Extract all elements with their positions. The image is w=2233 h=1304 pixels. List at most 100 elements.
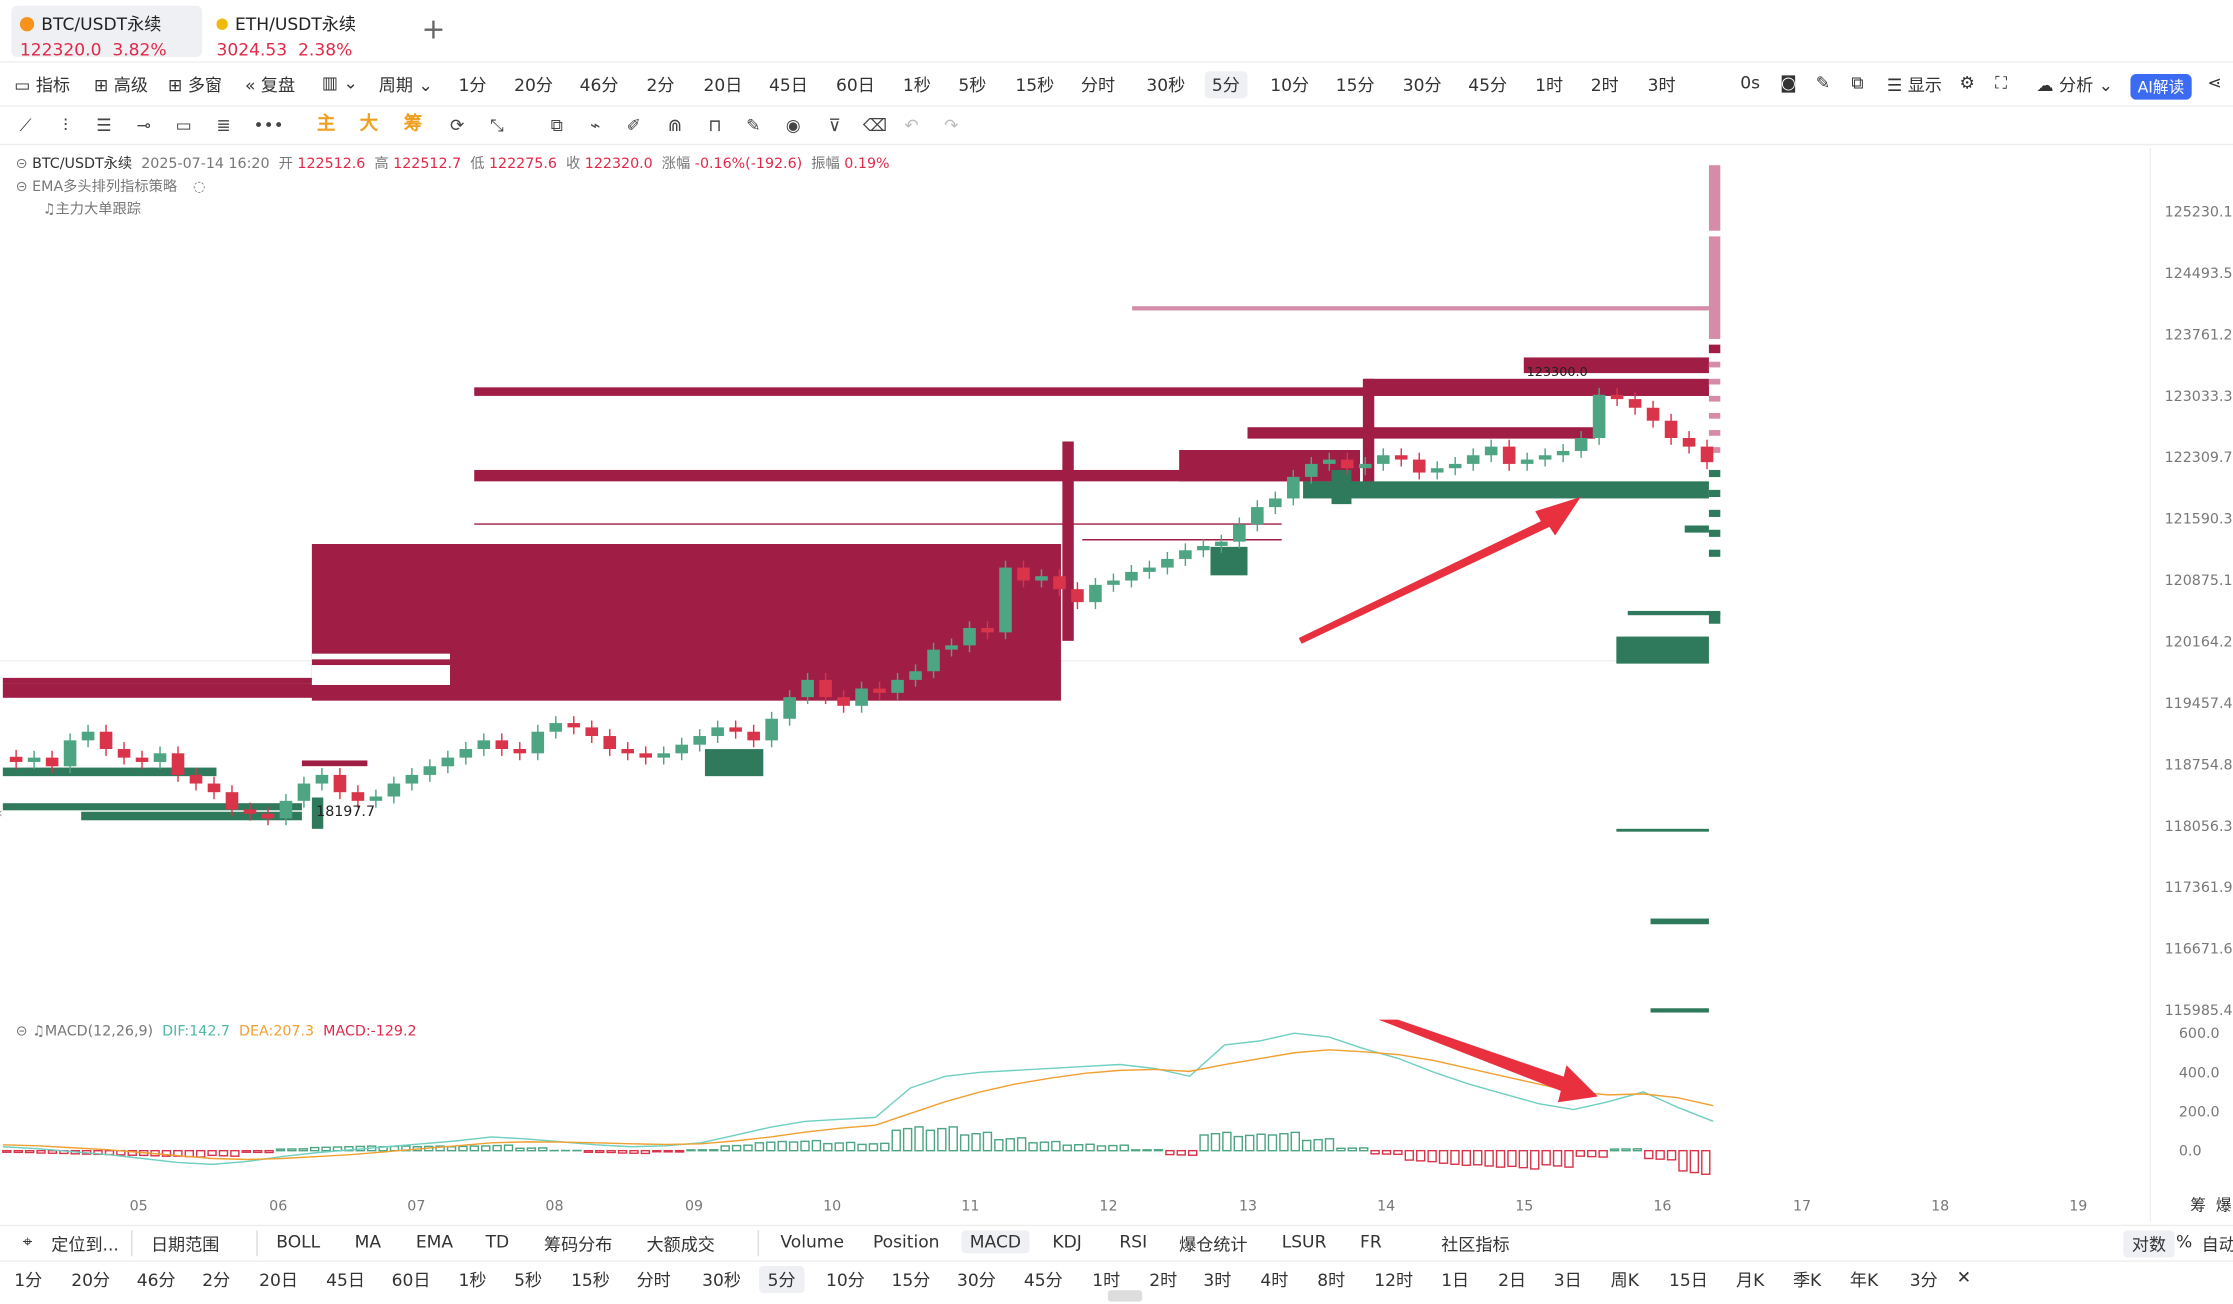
indicator-9[interactable]: Position bbox=[872, 1231, 940, 1252]
interval-14[interactable]: 15分 bbox=[1335, 75, 1375, 96]
bottom-interval-22[interactable]: 12时 bbox=[1374, 1270, 1414, 1291]
bottom-interval-21[interactable]: 8时 bbox=[1317, 1270, 1346, 1291]
bottom-interval-30[interactable]: 年K bbox=[1849, 1270, 1879, 1291]
interval-9[interactable]: 15秒 bbox=[1015, 75, 1055, 96]
scale-pct[interactable]: % bbox=[2176, 1231, 2193, 1252]
bottom-interval-6[interactable]: 60日 bbox=[391, 1270, 431, 1291]
price-chart[interactable]: 125230.1 124493.5 123761.2 123033.3 122309.7… bbox=[0, 148, 2233, 1020]
indicator-8[interactable]: Volume bbox=[780, 1231, 844, 1252]
advanced-button[interactable]: ⊞ 高级 bbox=[93, 75, 148, 96]
bottom-interval-29[interactable]: 季K bbox=[1792, 1270, 1822, 1291]
indicator-16[interactable]: 社区指标 bbox=[1441, 1234, 1510, 1255]
big-order-button[interactable]: 大 bbox=[359, 113, 379, 136]
interval-15[interactable]: 30分 bbox=[1402, 75, 1442, 96]
plus-icon[interactable]: + bbox=[421, 11, 446, 46]
indicator-10[interactable]: MACD bbox=[961, 1230, 1030, 1254]
filter-icon[interactable]: ⊽ bbox=[828, 115, 841, 136]
bottom-interval-11[interactable]: 30秒 bbox=[702, 1270, 741, 1291]
indicator-2[interactable]: BOLL bbox=[276, 1231, 321, 1252]
bottom-interval-24[interactable]: 2日 bbox=[1498, 1270, 1527, 1291]
interval-13[interactable]: 10分 bbox=[1270, 75, 1310, 96]
bottom-interval-19[interactable]: 3时 bbox=[1203, 1270, 1232, 1291]
bottom-interval-2[interactable]: 46分 bbox=[136, 1270, 176, 1291]
eye-icon[interactable]: ◉ bbox=[785, 115, 801, 136]
bottom-interval-23[interactable]: 1日 bbox=[1441, 1270, 1470, 1291]
bottom-interval-5[interactable]: 45日 bbox=[326, 1270, 365, 1291]
interval-12[interactable]: 5分 bbox=[1204, 71, 1247, 99]
undo-icon[interactable]: ↶ bbox=[904, 115, 919, 136]
fullscreen-icon[interactable]: ⛶ bbox=[1995, 72, 2008, 93]
symbol-tab-eth[interactable]: ETH/USDT永续 3024.53 2.38% bbox=[208, 6, 399, 60]
horizontal-lines-icon[interactable]: ☰ bbox=[96, 115, 112, 136]
interval-18[interactable]: 2时 bbox=[1590, 75, 1619, 96]
interval-17[interactable]: 1时 bbox=[1535, 75, 1564, 96]
bottom-interval-20[interactable]: 4时 bbox=[1260, 1270, 1289, 1291]
share-icon[interactable]: ⋖ bbox=[2207, 72, 2222, 93]
magnet-icon[interactable]: ⋒ bbox=[667, 115, 683, 136]
bottom-interval-17[interactable]: 1时 bbox=[1092, 1270, 1121, 1291]
ruler-icon[interactable]: ⌁ bbox=[590, 115, 601, 136]
bottom-interval-25[interactable]: 3日 bbox=[1553, 1270, 1582, 1291]
bottom-interval-1[interactable]: 20分 bbox=[71, 1270, 111, 1291]
multi-window-button[interactable]: ⊞ 多窗 bbox=[168, 75, 223, 96]
lock-icon[interactable]: ⊓ bbox=[708, 115, 722, 136]
interval-7[interactable]: 1秒 bbox=[902, 75, 931, 96]
sync-icon[interactable]: ⟳ bbox=[449, 115, 465, 136]
macd-chart[interactable]: 600.0 400.0 200.0 0.0 05 06 07 08 09 10 11 12 13 14 15… bbox=[0, 1019, 2233, 1222]
brush-icon[interactable]: ✐ bbox=[626, 115, 641, 136]
interval-19[interactable]: 3时 bbox=[1647, 75, 1676, 96]
eye-off-icon[interactable]: ◌ bbox=[193, 179, 206, 196]
replay-button[interactable]: « 复盘 bbox=[244, 75, 296, 96]
period-dropdown[interactable]: 周期 ⌄ bbox=[378, 75, 433, 96]
bottom-interval-3[interactable]: 2分 bbox=[202, 1270, 231, 1291]
interval-8[interactable]: 5秒 bbox=[958, 75, 987, 96]
indicator-1[interactable]: 日期范围 bbox=[150, 1234, 220, 1255]
indicator-5[interactable]: TD bbox=[485, 1231, 510, 1252]
display-button[interactable]: ☰ 显示 bbox=[1886, 75, 1942, 96]
chart-type-button[interactable]: ▥ ⌄ bbox=[322, 73, 358, 93]
indicator-11[interactable]: KDJ bbox=[1052, 1231, 1082, 1252]
indicator-14[interactable]: LSUR bbox=[1281, 1231, 1327, 1252]
rectangle-icon[interactable]: ▭ bbox=[175, 115, 192, 136]
camera-icon[interactable]: ◙ bbox=[1780, 72, 1797, 93]
interval-11[interactable]: 30秒 bbox=[1146, 75, 1186, 96]
edit-icon[interactable]: ✎ bbox=[746, 115, 761, 136]
indicator-3[interactable]: MA bbox=[354, 1231, 382, 1252]
resize-handle[interactable] bbox=[1107, 1290, 1143, 1302]
indicator-button[interactable]: ▭ 指标 bbox=[14, 75, 71, 96]
collapse-icon[interactable]: ⊝ bbox=[15, 156, 28, 173]
collapse-icon[interactable]: ⊝ bbox=[15, 179, 28, 196]
indicator-6[interactable]: 筹码分布 bbox=[544, 1234, 613, 1255]
measure-icon[interactable]: ⤡ bbox=[490, 115, 504, 136]
scale-log[interactable]: 对数 bbox=[2123, 1230, 2175, 1258]
horizontal-line-icon[interactable]: ⊸ bbox=[136, 115, 151, 136]
interval-3[interactable]: 2分 bbox=[646, 75, 675, 96]
indicator-13[interactable]: 爆仓统计 bbox=[1179, 1234, 1248, 1255]
bottom-interval-9[interactable]: 15秒 bbox=[571, 1270, 610, 1291]
indicator-0[interactable]: 定位到... bbox=[51, 1234, 119, 1255]
bottom-interval-7[interactable]: 1秒 bbox=[458, 1270, 487, 1291]
fib-icon[interactable]: ≣ bbox=[216, 115, 231, 136]
more-icon[interactable]: ••• bbox=[253, 115, 284, 136]
symbol-tab-btc[interactable]: BTC/USDT永续 122320.0 3.82% bbox=[11, 5, 203, 60]
settings-icon[interactable]: ⚙ bbox=[1959, 72, 1975, 93]
locate-icon[interactable]: ⌖ bbox=[22, 1231, 33, 1252]
bottom-interval-16[interactable]: 45分 bbox=[1023, 1270, 1063, 1291]
bottom-interval-0[interactable]: 1分 bbox=[14, 1270, 43, 1291]
interval-4[interactable]: 20日 bbox=[703, 75, 743, 96]
pen-icon[interactable]: ✎ bbox=[1815, 72, 1831, 93]
indicator-4[interactable]: EMA bbox=[415, 1231, 454, 1252]
collapse-icon[interactable]: ⊝ bbox=[15, 1023, 28, 1040]
bottom-interval-4[interactable]: 20日 bbox=[259, 1270, 299, 1291]
bottom-interval-8[interactable]: 5秒 bbox=[514, 1270, 543, 1291]
main-force-button[interactable]: 主 bbox=[316, 113, 336, 136]
window-select-icon[interactable]: ⧉ bbox=[1851, 72, 1864, 93]
bottom-interval-31[interactable]: 3分 bbox=[1909, 1270, 1938, 1291]
trash-icon[interactable]: ⌫ bbox=[863, 115, 888, 136]
ai-interpret-button[interactable]: AI解读 bbox=[2130, 74, 2192, 100]
indicator-7[interactable]: 大额成交 bbox=[646, 1234, 715, 1255]
bottom-interval-15[interactable]: 30分 bbox=[956, 1270, 996, 1291]
line-tool-icon[interactable]: ⟋ bbox=[19, 115, 32, 136]
analysis-button[interactable]: ☁ 分析 ⌄ bbox=[2036, 75, 2113, 96]
indicator-12[interactable]: RSI bbox=[1119, 1231, 1148, 1252]
